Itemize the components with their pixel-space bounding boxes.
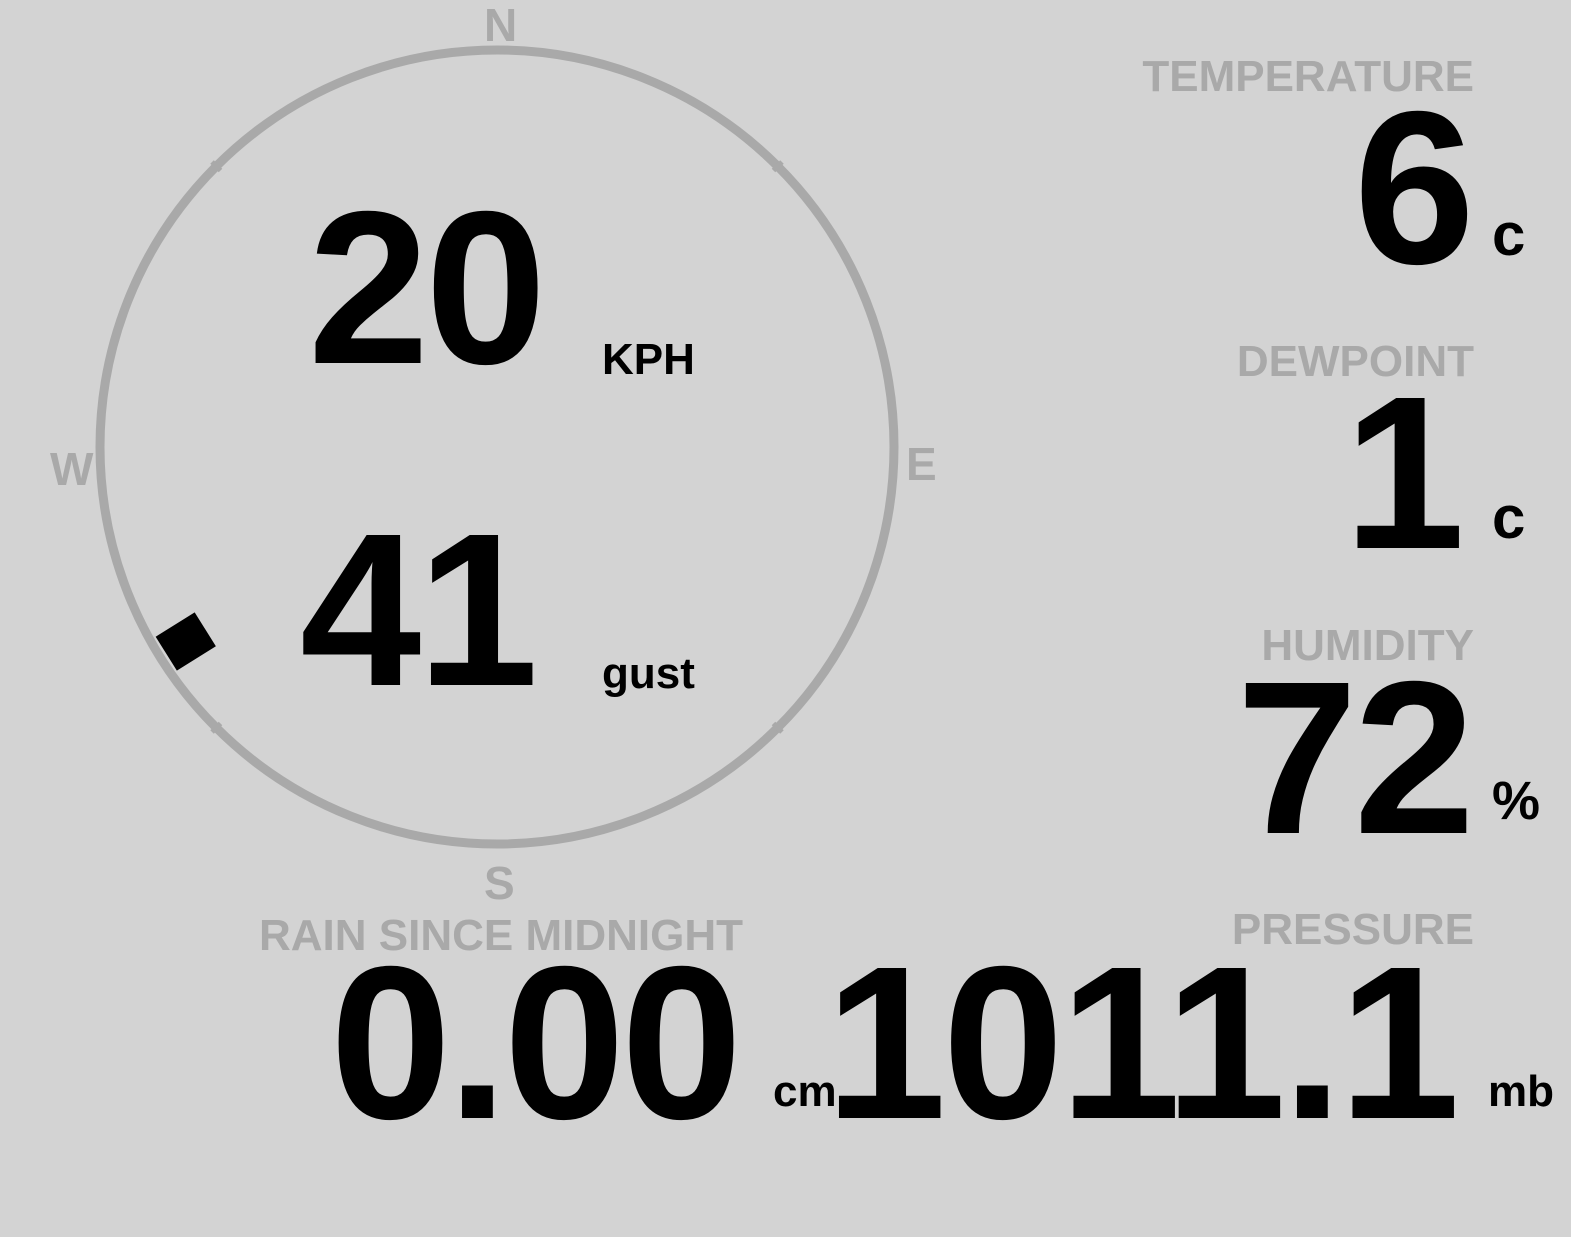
wind-speed-unit: KPH [602, 335, 695, 384]
compass-tick [771, 721, 784, 734]
temperature-unit: c [1492, 201, 1526, 268]
compass-tick [771, 160, 784, 173]
wind-gust-value: 41 [300, 489, 538, 732]
rain-unit: cm [773, 1067, 837, 1116]
temperature-value: 6 [1353, 67, 1475, 310]
dewpoint-unit: c [1492, 484, 1526, 551]
humidity-value: 72 [1236, 637, 1475, 880]
compass-east: E [906, 438, 937, 490]
pressure-value: 1011.1 [825, 922, 1460, 1165]
compass-tick [210, 160, 223, 173]
dewpoint-value: 1 [1343, 352, 1465, 595]
compass-south: S [484, 857, 515, 909]
rain-label: RAIN SINCE MIDNIGHT [259, 911, 743, 960]
wind-direction-marker [155, 612, 216, 671]
compass-tick [210, 721, 223, 734]
wind-gust-unit: gust [602, 649, 695, 698]
wind-speed-value: 20 [308, 167, 546, 410]
dewpoint-label: DEWPOINT [1236, 337, 1474, 386]
pressure-label: PRESSURE [1231, 905, 1474, 954]
humidity-unit: % [1492, 771, 1541, 831]
humidity-label: HUMIDITY [1261, 621, 1474, 670]
temperature-label: TEMPERATURE [1142, 52, 1474, 101]
compass-north: N [484, 0, 518, 51]
rain-value: 0.00 [330, 922, 742, 1165]
compass-west: W [50, 443, 94, 495]
compass-ring [95, 45, 899, 849]
pressure-unit: mb [1488, 1067, 1554, 1116]
